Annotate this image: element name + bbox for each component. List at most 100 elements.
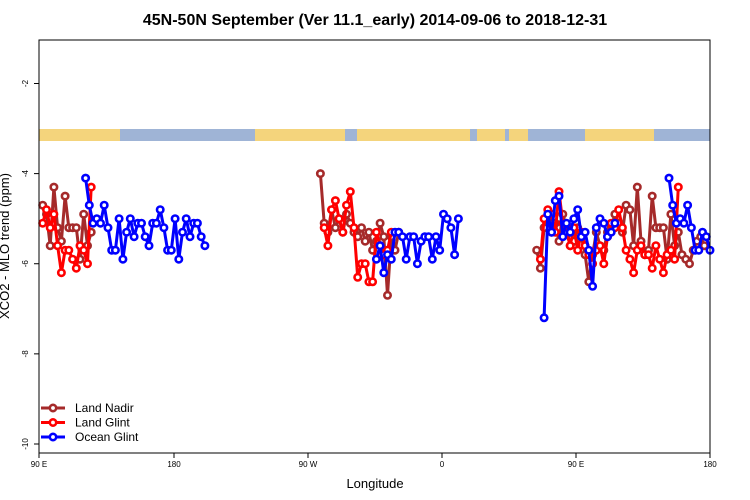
data-point [446,223,456,233]
data-point [81,173,91,183]
data-point [349,223,359,233]
x-axis-label: Longitude [346,476,403,491]
y-tick-label: -2 [21,79,30,87]
legend-item: Land Nadir [41,401,134,415]
data-point [683,200,693,210]
data-point [118,254,128,264]
data-point [364,227,374,237]
data-point [424,232,434,242]
data-point [84,200,94,210]
data-point [155,205,165,215]
data-point [375,241,385,251]
data-point [565,227,575,237]
data-point [330,223,340,233]
x-tick-label: 180 [167,460,181,469]
data-point [595,241,605,251]
map-water-body [470,129,477,141]
y-axis: -2 -4 -6 -8 -10 [21,79,39,450]
data-point [547,227,557,237]
data-point [629,268,639,278]
data-point [353,272,363,282]
data-point [315,169,325,179]
legend-item: Ocean Glint [41,430,139,444]
data-point [569,214,579,224]
series-layer [38,169,715,323]
data-point [330,196,340,206]
data-point [664,173,674,183]
data-point [170,214,180,224]
data-point [412,259,422,269]
data-point [658,223,668,233]
data-point [625,254,635,264]
data-point [41,205,51,215]
data-point [673,182,683,192]
data-point [599,259,609,269]
series-ocean-glint [81,173,715,323]
data-point [573,205,583,215]
x-tick-label: 90 W [299,460,318,469]
map-water-body [176,129,180,141]
data-point [137,218,147,228]
map-water-body [545,129,551,141]
data-point [625,205,635,215]
data-point [580,227,590,237]
data-point [431,232,441,242]
data-point [71,263,81,273]
data-point [49,182,59,192]
data-point [610,218,620,228]
data-point [360,236,370,246]
data-point [96,218,106,228]
data-point [614,205,624,215]
data-point [196,232,206,242]
data-point [655,254,665,264]
data-point [647,263,657,273]
data-point [110,245,120,255]
data-point [554,191,564,201]
data-point [86,182,96,192]
legend-label: Ocean Glint [75,430,139,444]
data-point [371,227,381,237]
map-land-mass [585,129,654,141]
data-point [79,245,89,255]
data-point [591,223,601,233]
data-point [144,241,154,251]
map-water-body [131,129,137,141]
data-point [621,245,631,255]
map-land-mass [357,129,528,141]
map-land-mass [39,129,120,141]
y-axis-label: XCO2 - MLO trend (ppm) [0,173,12,319]
data-point [114,214,124,224]
data-point [323,241,333,251]
data-point [684,259,694,269]
y-tick-label: -10 [21,438,30,450]
map-water-body [505,129,509,141]
data-point [558,232,568,242]
data-point [341,200,351,210]
data-point [140,232,150,242]
data-point [129,232,139,242]
data-point [178,227,188,237]
data-point [666,245,676,255]
x-tick-label: 90 E [31,460,47,469]
data-point [565,241,575,251]
chart-title: 45N-50N September (Ver 11.1_early) 2014-… [143,12,607,29]
y-tick-label: -4 [21,169,30,177]
data-point [181,214,191,224]
data-point [588,281,598,291]
data-point [53,241,63,251]
data-point [442,214,452,224]
data-point [71,223,81,233]
data-point [151,218,161,228]
data-point [327,205,337,215]
series-line [41,185,93,261]
data-point [45,241,55,251]
data-point [573,245,583,255]
x-tick-label: 90 E [568,460,584,469]
data-point [125,214,135,224]
data-point [382,290,392,300]
data-point [532,245,542,255]
x-axis: 90 E 180 90 W 0 90 E 180 [31,453,717,469]
data-point [192,218,202,228]
